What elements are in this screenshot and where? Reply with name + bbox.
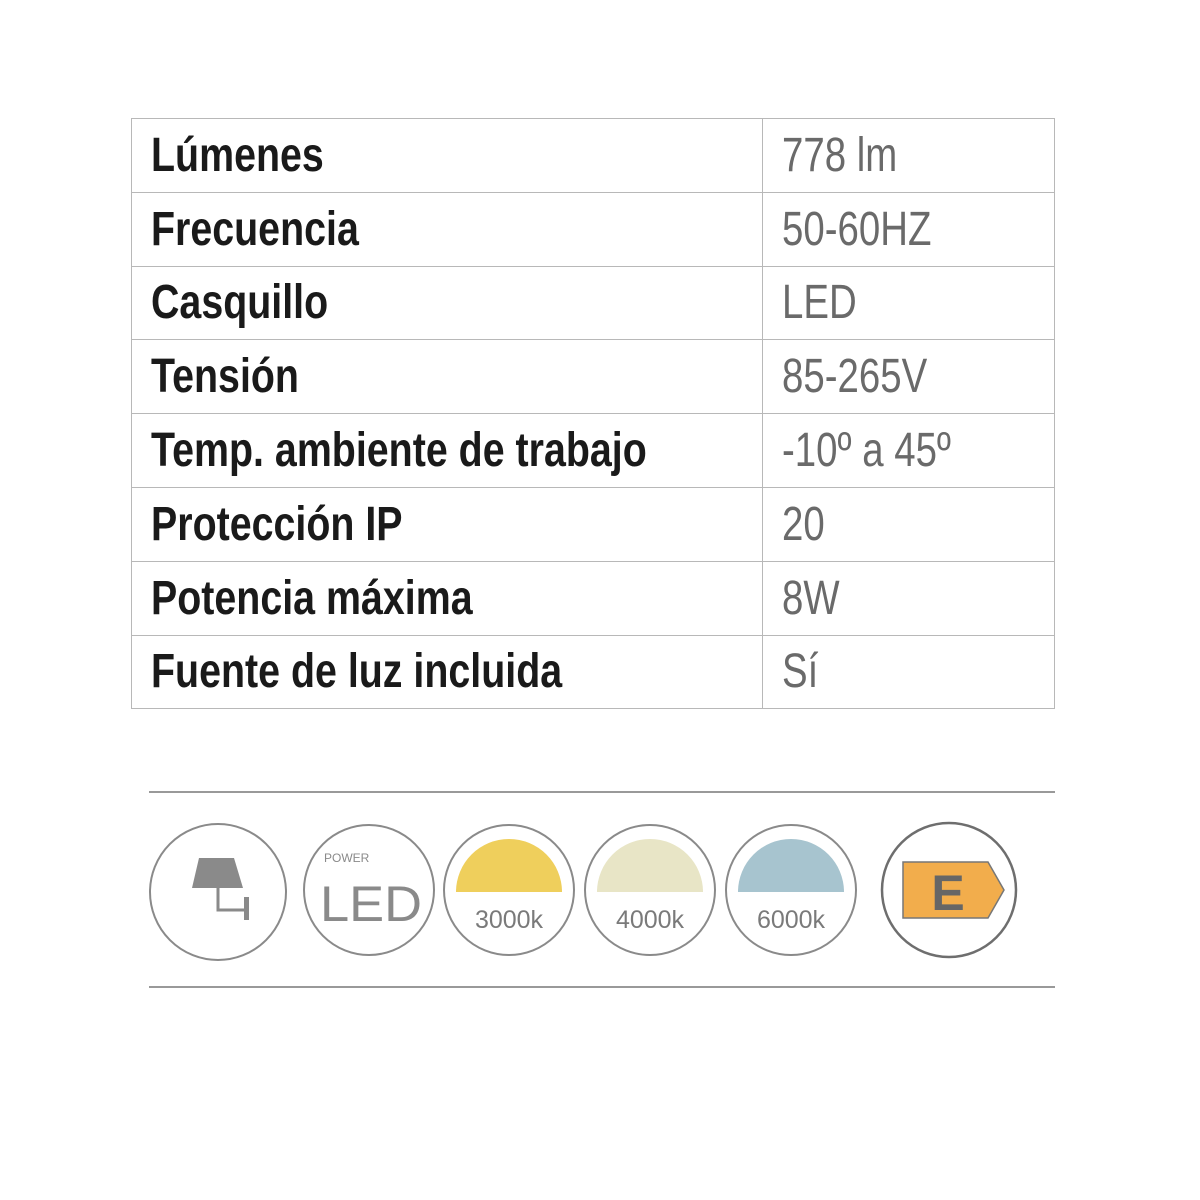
spec-label: Lúmenes (151, 128, 324, 182)
spec-value: LED (781, 276, 857, 330)
spec-label: Fuente de luz incluida (151, 645, 563, 699)
half-circle-icon (456, 839, 562, 892)
color-temp-badge: 4000k (584, 824, 716, 956)
power-label: POWER (324, 851, 370, 865)
energy-class-badge: E (880, 821, 1018, 959)
color-temp-badge: 6000k (725, 824, 857, 956)
spec-value: 50-60HZ (781, 202, 932, 256)
spec-value: 85-265V (781, 350, 928, 404)
spec-value: 8W (781, 571, 840, 625)
color-temp-label: 3000k (475, 906, 544, 934)
spec-row: Protección IP 20 (131, 486, 1056, 562)
spec-row: Temp. ambiente de trabajo -10º a 45º (131, 413, 1056, 488)
spec-value: 778 lm (781, 128, 898, 182)
color-temp-label: 6000k (757, 906, 826, 934)
spec-label: Tensión (151, 350, 299, 404)
spec-row: Lúmenes 778 lm (131, 118, 1056, 193)
led-label: LED (320, 876, 422, 932)
energy-label-icon (902, 861, 1005, 919)
spec-label: Casquillo (151, 276, 329, 330)
spec-row: Fuente de luz incluida Sí (131, 634, 1056, 710)
spec-row: Potencia máxima 8W (131, 560, 1056, 636)
spec-value: Sí (781, 645, 819, 699)
spec-value: -10º a 45º (781, 424, 951, 478)
energy-class: E (931, 865, 964, 921)
spec-value: 20 (781, 497, 825, 551)
color-temp-label: 4000k (616, 906, 685, 934)
divider-top (149, 791, 1055, 793)
wall-lamp-icon (192, 858, 249, 920)
half-circle-icon (597, 839, 703, 892)
wall-lamp-badge (149, 823, 287, 961)
spec-table: Lúmenes 778 lm Frecuencia 50-60HZ Casquillo L… (131, 118, 1056, 710)
spec-label: Frecuencia (151, 202, 359, 256)
divider-bottom (149, 986, 1055, 988)
color-temp-badge: 3000k (443, 824, 575, 956)
spec-label: Temp. ambiente de trabajo (151, 424, 647, 478)
power-led-badge: POWER LED (303, 824, 435, 956)
spec-label: Protección IP (151, 497, 403, 551)
half-circle-icon (738, 839, 844, 892)
spec-label: Potencia máxima (151, 571, 473, 625)
